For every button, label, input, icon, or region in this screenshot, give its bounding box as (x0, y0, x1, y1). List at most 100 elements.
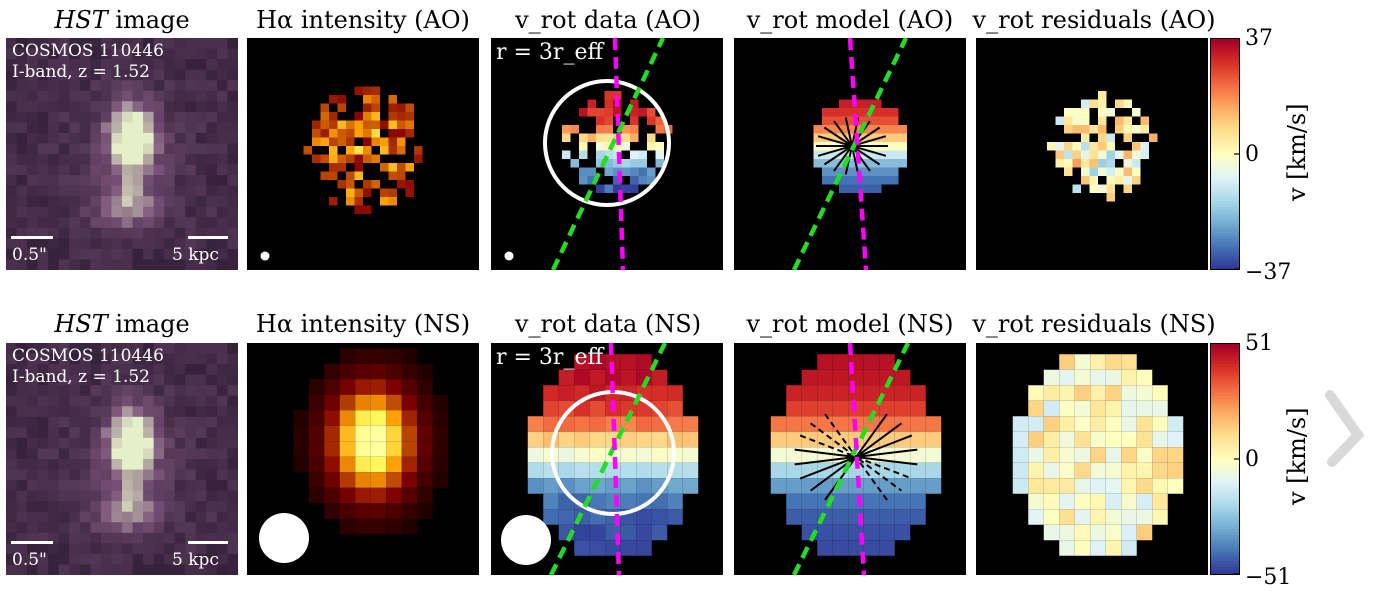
hst-pixel (174, 490, 186, 502)
scale-bar-kpc (188, 236, 228, 239)
velocity-pixel (1074, 509, 1091, 525)
intensity-pixel (370, 518, 387, 535)
hst-pixel (37, 427, 49, 439)
hst-pixel (69, 69, 81, 81)
velocity-pixel (630, 116, 639, 125)
hst-pixel (216, 480, 228, 492)
velocity-pixel (596, 116, 605, 125)
hst-pixel (79, 416, 91, 428)
hst-pixel (16, 343, 28, 355)
hst-pixel (153, 511, 165, 523)
colorbar-segment (1210, 226, 1240, 230)
hst-pixel (58, 343, 70, 355)
hst-pixel (69, 143, 81, 155)
hst-pixel (143, 111, 155, 123)
hst-pixel (174, 448, 186, 460)
hst-pixel (58, 69, 70, 81)
hst-pixel (122, 69, 134, 81)
colorbar-segment (1210, 43, 1240, 48)
hst-pixel (79, 185, 91, 197)
velocity-pixel (910, 493, 926, 510)
hst-pixel (69, 111, 81, 123)
panel-vresid-ao (976, 38, 1208, 270)
hst-pixel (164, 154, 176, 166)
hst-pixel (206, 532, 218, 544)
hst-pixel (37, 90, 49, 102)
panel-hst-ao (6, 38, 238, 270)
intensity-pixel (380, 120, 389, 129)
velocity-pixel (894, 385, 911, 401)
hst-pixel (58, 543, 70, 555)
velocity-pixel (620, 369, 637, 386)
colorbar-segment (1210, 496, 1240, 501)
hst-pixel (27, 501, 39, 513)
hst-pixel (69, 564, 81, 575)
velocity-pixel (1043, 400, 1060, 417)
velocity-pixel (830, 159, 839, 168)
velocity-pixel (667, 478, 683, 494)
hst-pixel (153, 122, 165, 134)
colorbar-segment (1210, 363, 1240, 367)
intensity-pixel (324, 379, 340, 395)
velocity-pixel (589, 462, 606, 479)
hst-pixel (58, 48, 70, 60)
hst-pixel (58, 80, 70, 92)
colorbar-segment (1210, 459, 1240, 463)
velocity-pixel (1012, 462, 1029, 479)
hst-pixel (216, 522, 228, 534)
hst-pixel (227, 395, 238, 407)
intensity-pixel (355, 394, 371, 411)
hst-pixel (37, 143, 49, 155)
velocity-pixel (1115, 150, 1124, 159)
velocity-pixel (1081, 125, 1090, 134)
hst-pixel (185, 143, 197, 155)
hst-pixel (132, 217, 144, 229)
hst-pixel (122, 364, 134, 376)
hst-pixel (58, 416, 70, 428)
velocity-pixel (1074, 447, 1091, 463)
intensity-pixel (324, 425, 340, 442)
velocity-pixel (1074, 369, 1091, 386)
velocity-pixel (890, 142, 899, 151)
hst-pixel (132, 80, 144, 92)
hst-pixel (164, 543, 176, 555)
hst-pixel (6, 395, 18, 407)
hst-pixel (216, 238, 228, 250)
hst-pixel (27, 80, 39, 92)
velocity-pixel (925, 447, 942, 463)
hst-pixel (143, 448, 155, 460)
hst-pixel (58, 480, 70, 492)
colorbar-segment (1210, 424, 1240, 428)
hst-pixel (227, 164, 238, 176)
hst-pixel (16, 132, 28, 144)
hst-pixel (143, 427, 155, 439)
hst-pixel (153, 175, 165, 187)
colorbar-segment (1210, 395, 1240, 399)
colorbar-segment (1210, 372, 1240, 376)
hst-pixel (153, 248, 165, 260)
velocity-pixel (1152, 447, 1168, 463)
hst-pixel (227, 385, 238, 397)
colorbar-segment (1210, 505, 1240, 509)
hst-pixel (164, 459, 176, 471)
velocity-pixel (620, 478, 637, 494)
intensity-pixel (401, 503, 418, 519)
velocity-pixel (630, 167, 639, 176)
velocity-pixel (910, 431, 926, 448)
velocity-pixel (863, 385, 880, 401)
hst-pixel (79, 385, 91, 397)
hst-pixel (58, 490, 70, 502)
velocity-pixel (558, 462, 575, 479)
velocity-pixel (847, 116, 856, 125)
hst-pixel (79, 343, 91, 355)
hst-pixel (122, 154, 134, 166)
velocity-pixel (587, 176, 596, 185)
colorbar-segment (1210, 450, 1240, 454)
velocity-pixel (839, 108, 848, 117)
hst-pixel (6, 185, 18, 197)
velocity-pixel (1167, 462, 1184, 479)
hst-pixel (16, 248, 28, 260)
hst-pixel (79, 501, 91, 513)
velocity-pixel (613, 142, 622, 151)
intensity-pixel (308, 394, 325, 411)
